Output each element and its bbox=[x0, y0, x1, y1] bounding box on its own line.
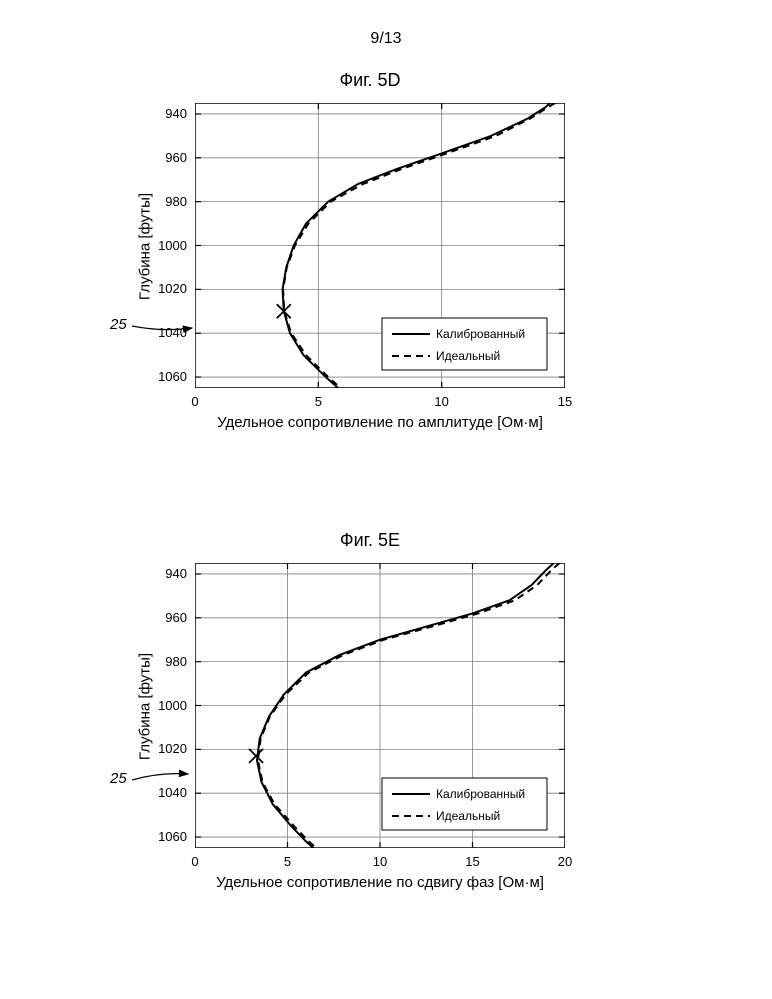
xtick-label: 5 bbox=[303, 394, 333, 409]
page-number: 9/13 bbox=[0, 30, 772, 48]
chart-5e-xlabel: Удельное сопротивление по сдвигу фаз [Ом… bbox=[195, 874, 565, 891]
ytick-label: 1060 bbox=[137, 829, 187, 844]
chart-5d-title: Фиг. 5D bbox=[110, 70, 630, 91]
xtick-label: 10 bbox=[365, 854, 395, 869]
xtick-label: 0 bbox=[180, 394, 210, 409]
ytick-label: 960 bbox=[137, 610, 187, 625]
chart-5e-ylabel: Глубина [футы] bbox=[137, 627, 154, 787]
chart-5e-block: Фиг. 5Е КалиброванныйИдеальный 940960980… bbox=[110, 530, 630, 906]
callout-5e-label: 25 bbox=[110, 770, 127, 787]
callout-5d-label: 25 bbox=[110, 316, 127, 333]
xtick-label: 20 bbox=[550, 854, 580, 869]
xtick-label: 10 bbox=[427, 394, 457, 409]
chart-5d-plot: Калиброванный Идеальный bbox=[195, 103, 565, 388]
callout-5e-arrow bbox=[132, 768, 196, 790]
chart-5e-title: Фиг. 5Е bbox=[110, 530, 630, 551]
ytick-label: 1060 bbox=[137, 369, 187, 384]
xtick-label: 15 bbox=[458, 854, 488, 869]
svg-text:Калиброванный: Калиброванный bbox=[436, 327, 525, 341]
ytick-label: 940 bbox=[137, 566, 187, 581]
svg-text:Идеальный: Идеальный bbox=[436, 809, 500, 823]
chart-5d-ylabel: Глубина [футы] bbox=[137, 167, 154, 327]
ytick-label: 960 bbox=[137, 150, 187, 165]
xtick-label: 5 bbox=[273, 854, 303, 869]
svg-text:Калиброванный: Калиброванный bbox=[436, 787, 525, 801]
svg-text:Идеальный: Идеальный bbox=[436, 349, 500, 363]
xtick-label: 15 bbox=[550, 394, 580, 409]
callout-5d-arrow bbox=[132, 318, 200, 338]
chart-5e-plot: Калиброванный Идеальный bbox=[195, 563, 565, 848]
xtick-label: 0 bbox=[180, 854, 210, 869]
ytick-label: 940 bbox=[137, 106, 187, 121]
chart-5d-xlabel: Удельное сопротивление по амплитуде [Ом·… bbox=[195, 414, 565, 431]
chart-5d-block: Фиг. 5D КалиброванныйИдеальный 940960980… bbox=[110, 70, 630, 446]
